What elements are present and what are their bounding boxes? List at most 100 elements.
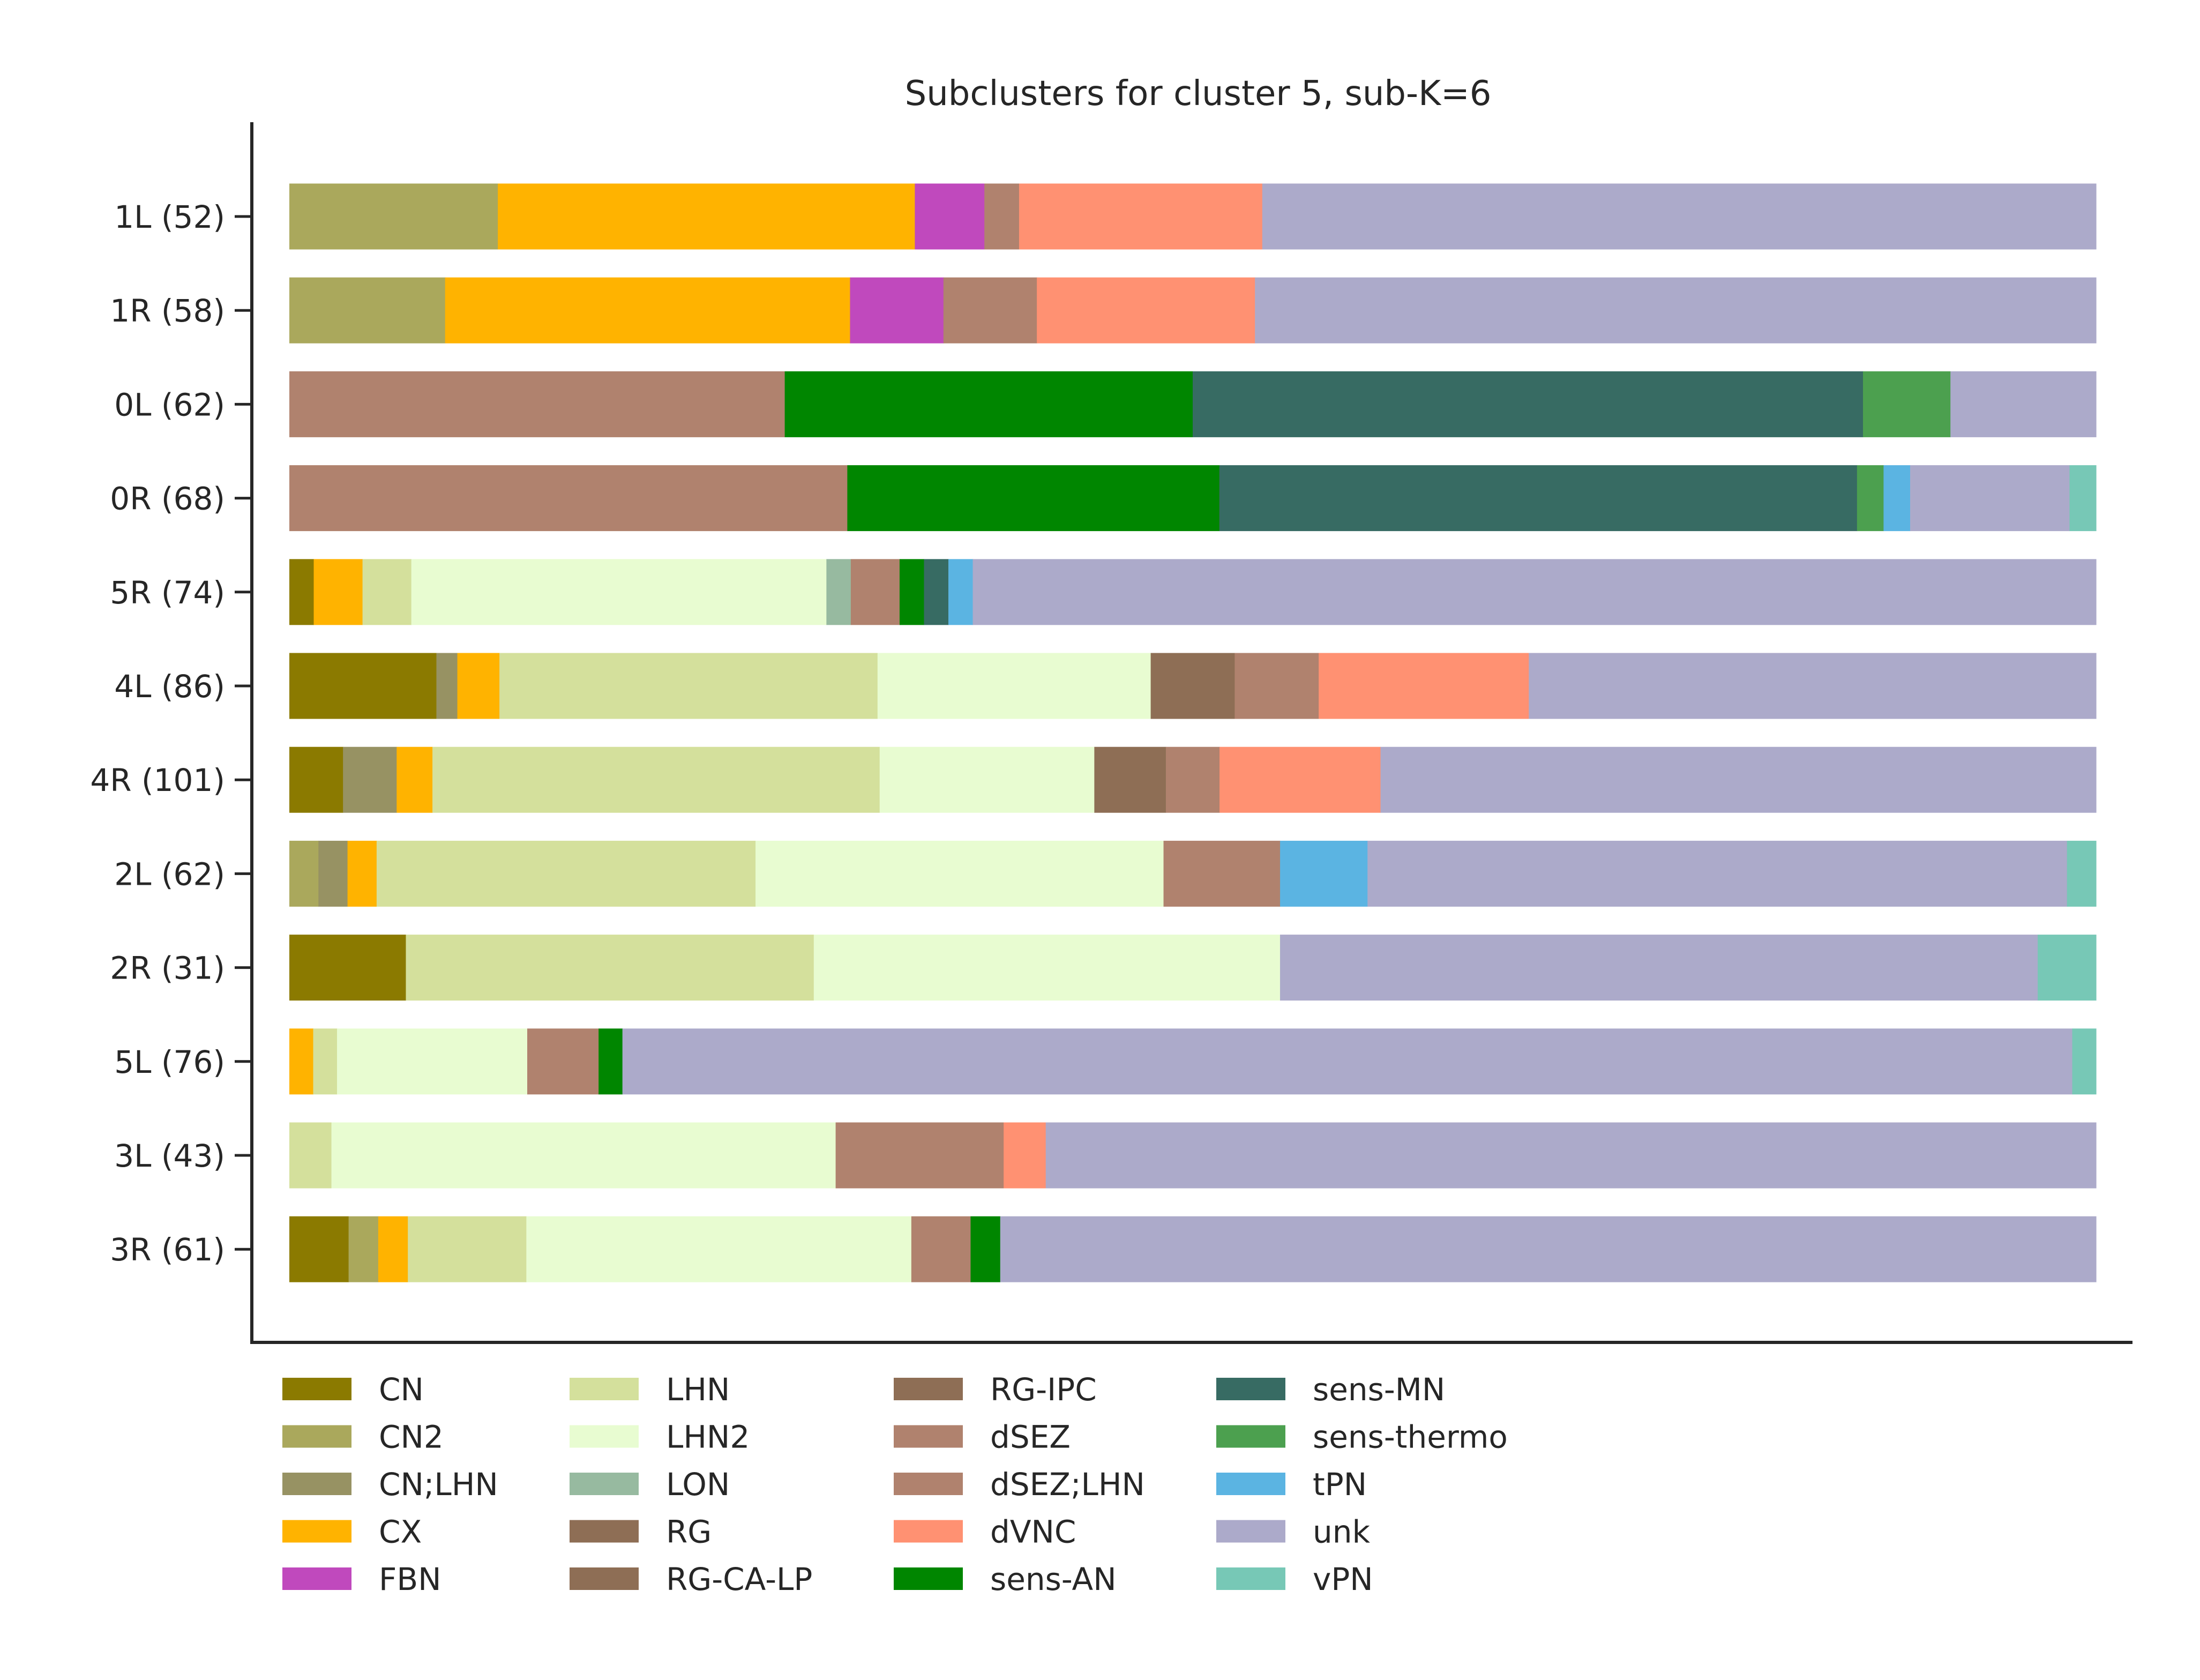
bar-segment-tpn-5r-74 <box>948 559 974 625</box>
bar-segment-sens-an-0r-68 <box>847 465 1220 532</box>
bar-segment-rg-ipc-4r-101 <box>1094 746 1166 813</box>
legend-swatch-tpn <box>1216 1473 1285 1495</box>
bar-segment-cx-3r-61 <box>378 1216 408 1282</box>
bar-segment-dvnc-1l-52 <box>1019 183 1263 250</box>
bar-segment-sens-an-5l-76 <box>598 1028 623 1095</box>
bar-segment-sens-thermo-0l-62 <box>1863 371 1951 437</box>
y-tick-label: 4L (86) <box>114 668 225 705</box>
bar-segment-fbn-1r-58 <box>850 277 944 344</box>
legend-label-cx: CX <box>379 1514 422 1550</box>
bar-segment-lhn-5r-74 <box>362 559 412 625</box>
legend-label-sens-thermo: sens-thermo <box>1313 1419 1508 1455</box>
bar-segment-dsez-3r-61 <box>911 1216 971 1282</box>
bar-segment-cn-4l-86 <box>289 653 437 719</box>
bar-segment-sens-thermo-0r-68 <box>1857 465 1884 532</box>
bar-segment-cx-2l-62 <box>347 840 377 907</box>
bar-segment-cx-4l-86 <box>457 653 500 719</box>
y-tick-label: 5R (74) <box>110 574 225 611</box>
bar-segment-unk-1r-58 <box>1255 277 2097 344</box>
legend-label-unk: unk <box>1313 1514 1371 1550</box>
y-tick-label: 0R (68) <box>110 481 225 517</box>
legend-label-cn: CN <box>379 1371 424 1408</box>
legend-label-tpn: tPN <box>1313 1466 1367 1503</box>
bar-segment-cn2-2l-62 <box>289 840 319 907</box>
bar-segment-cn-4r-101 <box>289 746 343 813</box>
bar-segment-cn-lhn-2l-62 <box>318 840 348 907</box>
legend-label-lon: LON <box>666 1466 730 1503</box>
bar-segment-sens-an-3r-61 <box>970 1216 1001 1282</box>
bar-segment-unk-4r-101 <box>1380 746 2097 813</box>
legend-swatch-sens-an <box>894 1567 963 1590</box>
bar-segment-dsez-2l-62 <box>1163 840 1281 907</box>
y-tick-label: 1L (52) <box>114 199 225 235</box>
legend-label-cn-lhn: CN;LHN <box>379 1466 498 1503</box>
y-tick-label: 0L (62) <box>114 386 225 423</box>
bar-segment-cn-lhn-4l-86 <box>436 653 458 719</box>
bar-segment-sens-mn-0r-68 <box>1219 465 1858 532</box>
y-tick-label: 4R (101) <box>90 762 225 798</box>
bar-segment-sens-an-5r-74 <box>899 559 925 625</box>
legend-swatch-rg-ipc <box>894 1378 963 1400</box>
bar-segment-fbn-1l-52 <box>915 183 985 250</box>
bar-segment-cn2-3r-61 <box>348 1216 379 1282</box>
legend-swatch-rg-ca-lp <box>570 1567 639 1590</box>
bar-segment-dvnc-4l-86 <box>1319 653 1529 719</box>
legend-swatch-dsez <box>894 1425 963 1448</box>
bar-segment-dsez-4r-101 <box>1165 746 1220 813</box>
bar-segment-lhn2-3r-61 <box>526 1216 912 1282</box>
bar-segment-sens-mn-0l-62 <box>1193 371 1864 437</box>
bar-segment-unk-1l-52 <box>1262 183 2097 250</box>
bar-segment-dsez-1l-52 <box>984 183 1020 250</box>
legend-label-rg-ipc: RG-IPC <box>990 1371 1097 1408</box>
bar-segment-lhn-3l-43 <box>289 1122 332 1189</box>
bar-segment-vpn-2r-31 <box>2038 935 2097 1001</box>
bar-segment-lhn-4l-86 <box>499 653 878 719</box>
bar-segment-dsez-3l-43 <box>835 1122 1004 1189</box>
legend-label-lhn: LHN <box>666 1371 730 1408</box>
y-tick-label: 2R (31) <box>110 950 225 987</box>
bar-segment-vpn-2l-62 <box>2067 840 2097 907</box>
legend-label-dsez-lhn: dSEZ;LHN <box>990 1466 1145 1503</box>
bar-segment-unk-5r-74 <box>972 559 2097 625</box>
bar-segment-lhn-2r-31 <box>406 935 814 1001</box>
legend-label-cn2: CN2 <box>379 1419 444 1455</box>
legend-label-rg: RG <box>666 1514 712 1550</box>
bar-segment-lhn2-2r-31 <box>813 935 1281 1001</box>
bar-segment-unk-3r-61 <box>1000 1216 2097 1282</box>
bar-segment-dsez-0r-68 <box>289 465 848 532</box>
legend-swatch-cn2 <box>282 1425 351 1448</box>
bar-segment-dsez-4l-86 <box>1234 653 1319 719</box>
y-tick-label: 2L (62) <box>114 856 225 892</box>
bar-segment-cn-5r-74 <box>289 559 315 625</box>
legend-swatch-cn-lhn <box>282 1473 351 1495</box>
legend-label-fbn: FBN <box>379 1561 442 1597</box>
bar-segment-lhn-2l-62 <box>376 840 756 907</box>
bar-segment-lhn-4r-101 <box>432 746 880 813</box>
bar-segment-cn-lhn-4r-101 <box>343 746 397 813</box>
legend-swatch-lhn <box>570 1378 639 1400</box>
bar-segment-dsez-5r-74 <box>850 559 900 625</box>
bar-segment-lhn-3r-61 <box>408 1216 527 1282</box>
y-tick-label: 3R (61) <box>110 1231 225 1268</box>
legend-label-rg-ca-lp: RG-CA-LP <box>666 1561 812 1597</box>
bar-segment-dsez-1r-58 <box>943 277 1037 344</box>
bar-segment-lhn2-3l-43 <box>331 1122 836 1189</box>
legend-swatch-unk <box>1216 1520 1285 1543</box>
bar-segment-tpn-2l-62 <box>1280 840 1368 907</box>
bar-segment-dsez-0l-62 <box>289 371 785 437</box>
legend-swatch-sens-thermo <box>1216 1425 1285 1448</box>
bar-segment-lhn2-4l-86 <box>877 653 1151 719</box>
bar-segment-unk-4l-86 <box>1529 653 2097 719</box>
bar-segment-cn2-1l-52 <box>289 183 498 250</box>
bar-segment-sens-mn-5r-74 <box>924 559 949 625</box>
bar-segment-dvnc-4r-101 <box>1219 746 1381 813</box>
legend-swatch-fbn <box>282 1567 351 1590</box>
bar-segment-sens-an-0l-62 <box>784 371 1193 437</box>
bar-segment-cn2-1r-58 <box>289 277 446 344</box>
bar-segment-unk-3l-43 <box>1045 1122 2097 1189</box>
bar-segment-dsez-5l-76 <box>527 1028 599 1095</box>
bar-segment-unk-2l-62 <box>1367 840 2068 907</box>
bar-segment-lhn2-2l-62 <box>755 840 1164 907</box>
legend-swatch-dsez-lhn <box>894 1473 963 1495</box>
